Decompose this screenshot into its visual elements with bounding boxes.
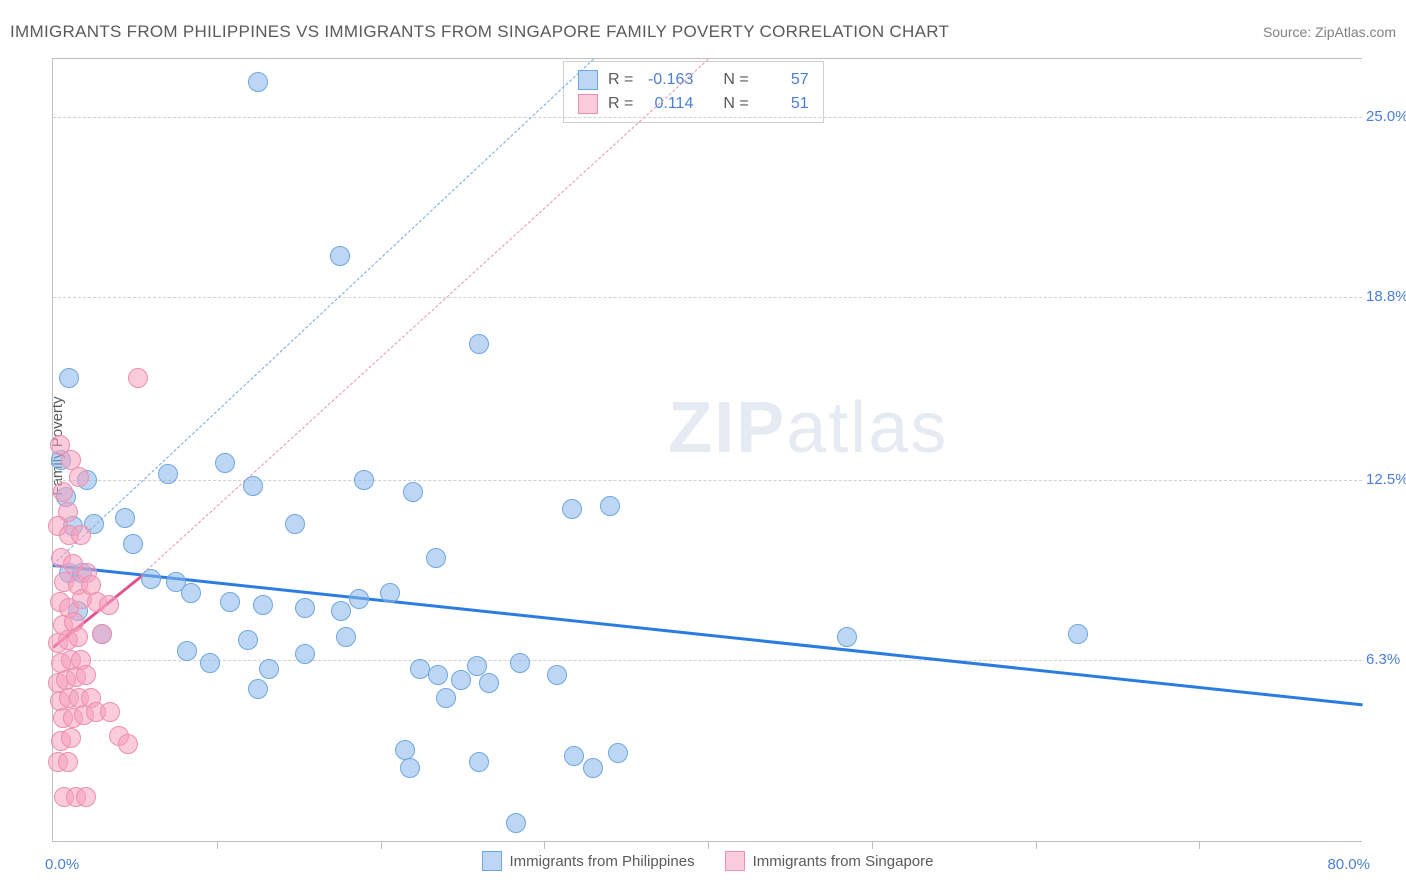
data-point xyxy=(426,548,446,568)
data-point xyxy=(467,656,487,676)
data-point xyxy=(76,787,96,807)
legend-item-philippines: Immigrants from Philippines xyxy=(482,851,695,871)
data-point xyxy=(58,752,78,772)
data-point xyxy=(220,592,240,612)
data-point xyxy=(248,679,268,699)
data-point xyxy=(71,525,91,545)
series-legend: Immigrants from Philippines Immigrants f… xyxy=(482,851,934,871)
x-tick xyxy=(708,841,709,849)
header-bar: IMMIGRANTS FROM PHILIPPINES VS IMMIGRANT… xyxy=(10,18,1396,46)
watermark-text: ZIPatlas xyxy=(668,387,948,469)
data-point xyxy=(295,598,315,618)
data-point xyxy=(200,653,220,673)
data-point xyxy=(253,595,273,615)
data-point xyxy=(69,467,89,487)
chart-container: IMMIGRANTS FROM PHILIPPINES VS IMMIGRANT… xyxy=(0,0,1406,892)
data-point xyxy=(259,659,279,679)
data-point xyxy=(115,508,135,528)
data-point xyxy=(403,482,423,502)
data-point xyxy=(608,743,628,763)
data-point xyxy=(295,644,315,664)
swatch-blue xyxy=(578,70,598,90)
data-point xyxy=(118,734,138,754)
legend-item-singapore: Immigrants from Singapore xyxy=(725,851,934,871)
data-point xyxy=(123,534,143,554)
x-tick xyxy=(1199,841,1200,849)
data-point xyxy=(76,665,96,685)
data-point xyxy=(181,583,201,603)
y-tick-label: 25.0% xyxy=(1366,108,1406,125)
gridline xyxy=(53,297,1362,298)
data-point xyxy=(354,470,374,490)
x-max-label: 80.0% xyxy=(1327,856,1370,873)
data-point xyxy=(158,464,178,484)
data-point xyxy=(331,601,351,621)
data-point xyxy=(436,688,456,708)
data-point xyxy=(68,627,88,647)
data-point xyxy=(428,665,448,685)
data-point xyxy=(215,453,235,473)
data-point xyxy=(400,758,420,778)
data-point xyxy=(53,482,73,502)
data-point xyxy=(59,368,79,388)
x-tick xyxy=(1036,841,1037,849)
gridline xyxy=(53,660,1362,661)
y-tick-label: 6.3% xyxy=(1366,651,1406,668)
data-point xyxy=(506,813,526,833)
trend-extension xyxy=(143,59,709,574)
x-min-label: 0.0% xyxy=(45,856,79,873)
swatch-blue xyxy=(482,851,502,871)
data-point xyxy=(380,583,400,603)
data-point xyxy=(547,665,567,685)
swatch-pink xyxy=(725,851,745,871)
data-point xyxy=(243,476,263,496)
data-point xyxy=(100,702,120,722)
data-point xyxy=(1068,624,1088,644)
data-point xyxy=(469,752,489,772)
data-point xyxy=(99,595,119,615)
y-tick-label: 18.8% xyxy=(1366,288,1406,305)
gridline xyxy=(53,117,1362,118)
source-label: Source: ZipAtlas.com xyxy=(1263,24,1396,40)
data-point xyxy=(336,627,356,647)
data-point xyxy=(451,670,471,690)
data-point xyxy=(410,659,430,679)
data-point xyxy=(469,334,489,354)
x-tick xyxy=(217,841,218,849)
swatch-pink xyxy=(578,94,598,114)
legend-row-pink: R = 0.114 N = 51 xyxy=(578,92,809,116)
data-point xyxy=(583,758,603,778)
data-point xyxy=(285,514,305,534)
data-point xyxy=(510,653,530,673)
data-point xyxy=(564,746,584,766)
data-point xyxy=(92,624,112,644)
data-point xyxy=(238,630,258,650)
plot-area: ZIPatlas R = -0.163 N = 57 R = 0.114 N =… xyxy=(52,58,1362,842)
data-point xyxy=(349,589,369,609)
y-tick-label: 12.5% xyxy=(1366,471,1406,488)
x-tick xyxy=(381,841,382,849)
data-point xyxy=(248,72,268,92)
trend-extension xyxy=(53,59,594,565)
data-point xyxy=(128,368,148,388)
chart-title: IMMIGRANTS FROM PHILIPPINES VS IMMIGRANT… xyxy=(10,22,949,42)
data-point xyxy=(837,627,857,647)
x-tick xyxy=(872,841,873,849)
data-point xyxy=(562,499,582,519)
data-point xyxy=(141,569,161,589)
data-point xyxy=(479,673,499,693)
data-point xyxy=(177,641,197,661)
data-point xyxy=(61,728,81,748)
data-point xyxy=(330,246,350,266)
x-tick xyxy=(544,841,545,849)
data-point xyxy=(600,496,620,516)
